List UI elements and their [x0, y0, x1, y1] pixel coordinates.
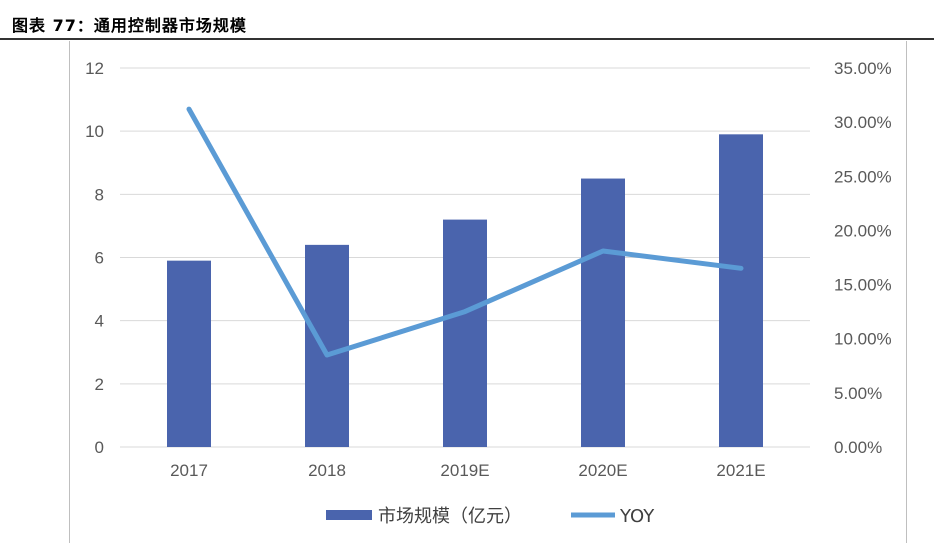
bar-series	[167, 134, 763, 447]
y-right-tick-label: 0.00%	[834, 438, 882, 457]
y-left-tick-label: 4	[95, 312, 104, 331]
y-right-tick-label: 30.00%	[834, 113, 892, 132]
y-right-tick-label: 10.00%	[834, 330, 892, 349]
legend-swatch-bar	[326, 510, 372, 520]
x-tick-label: 2019E	[440, 461, 489, 480]
y-right-tick-label: 20.00%	[834, 221, 892, 240]
chart-frame-right	[906, 41, 907, 543]
bar	[581, 178, 625, 447]
y-axis-right: 0.00% 5.00% 10.00% 15.00% 20.00% 25.00% 30.00%…	[834, 59, 892, 457]
x-tick-label: 2021E	[716, 461, 765, 480]
y-left-tick-label: 6	[95, 249, 104, 268]
bar	[305, 244, 349, 447]
y-right-tick-label: 35.00%	[834, 59, 892, 78]
x-tick-label: 2017	[170, 461, 208, 480]
y-right-tick-label: 15.00%	[834, 276, 892, 295]
y-right-tick-label: 5.00%	[834, 384, 882, 403]
y-left-tick-label: 2	[95, 375, 104, 394]
legend: 市场规模（亿元） YOY	[326, 506, 655, 527]
figure-caption: 图表 77：通用控制器市场规模	[12, 16, 247, 35]
x-axis: 2017 2018 2019E 2020E 2021E	[170, 461, 766, 480]
y-left-tick-label: 10	[85, 122, 104, 141]
bar	[443, 219, 487, 447]
y-left-tick-label: 8	[95, 185, 104, 204]
caption-divider	[0, 38, 934, 40]
legend-label-bar: 市场规模（亿元）	[378, 506, 522, 527]
bar	[719, 134, 763, 447]
y-left-tick-label: 0	[95, 438, 104, 457]
x-tick-label: 2018	[308, 461, 346, 480]
chart-frame-left	[69, 41, 70, 543]
y-axis-left: 0 2 4 6 8 10 12	[85, 59, 104, 457]
x-tick-label: 2020E	[578, 461, 627, 480]
y-right-tick-label: 25.00%	[834, 167, 892, 186]
line-series	[186, 106, 744, 358]
bar	[167, 260, 211, 447]
legend-label-line: YOY	[619, 506, 655, 527]
y-left-tick-label: 12	[85, 59, 104, 78]
